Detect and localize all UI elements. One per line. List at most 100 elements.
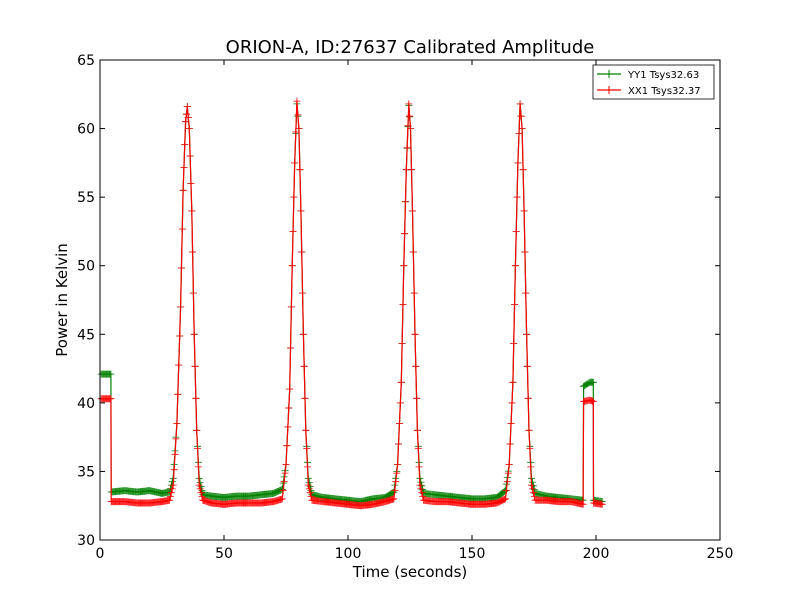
data-point — [296, 166, 304, 174]
data-point — [417, 485, 425, 493]
data-point — [408, 166, 415, 174]
y-tick-label: 45 — [77, 327, 95, 343]
data-point — [190, 330, 198, 338]
y-tick-label: 40 — [77, 396, 95, 412]
data-point — [529, 485, 536, 493]
y-tick-label: 55 — [77, 190, 95, 206]
x-tick-label: 200 — [583, 546, 610, 562]
data-point — [516, 100, 524, 108]
data-point — [282, 461, 290, 469]
data-point — [412, 362, 420, 370]
data-point — [301, 394, 309, 402]
axis-ticks: 0 50 100 150 200 250 30 35 40 45 50 55 60 65 — [77, 53, 733, 562]
x-axis-label: Time (seconds) — [352, 563, 468, 581]
data-point — [416, 481, 424, 489]
data-point — [182, 118, 190, 126]
data-point — [507, 419, 515, 427]
data-point — [195, 481, 203, 489]
data-point — [278, 485, 286, 493]
data-point — [530, 493, 538, 500]
data-point — [175, 361, 183, 369]
data-point — [293, 97, 301, 105]
data-point — [278, 495, 286, 503]
data-point — [280, 478, 288, 486]
data-point — [194, 445, 201, 453]
data-point — [518, 125, 526, 133]
data-point — [400, 262, 408, 270]
data-point — [511, 262, 519, 270]
data-point — [406, 112, 414, 120]
data-point — [166, 493, 174, 500]
data-point — [284, 423, 292, 431]
data-point — [281, 469, 289, 477]
data-point — [411, 330, 419, 338]
data-point — [394, 461, 402, 469]
data-point — [415, 463, 423, 471]
data-point — [291, 159, 299, 167]
data-point — [523, 330, 531, 338]
data-point — [299, 330, 307, 338]
data-point — [500, 496, 508, 504]
data-point — [513, 193, 521, 201]
legend-box — [592, 64, 715, 100]
data-point — [393, 469, 401, 477]
data-point — [417, 478, 425, 486]
y-tick-label: 50 — [77, 259, 95, 275]
data-point — [398, 339, 406, 347]
data-point — [183, 103, 191, 111]
data-point — [397, 378, 405, 386]
data-point — [419, 486, 427, 494]
data-point — [302, 426, 310, 434]
data-point — [287, 344, 294, 352]
data-point — [396, 419, 403, 427]
data-point — [504, 469, 512, 477]
data-point — [509, 378, 517, 386]
plot-frame — [99, 59, 721, 541]
data-point — [306, 489, 314, 497]
data-point — [169, 481, 177, 489]
data-point — [522, 289, 530, 297]
data-point — [304, 481, 312, 489]
x-tick-label: 0 — [96, 546, 105, 562]
data-point — [167, 489, 175, 497]
data-point — [524, 394, 532, 402]
x-tick-label: 50 — [215, 546, 233, 562]
data-point — [392, 478, 400, 486]
data-point — [177, 264, 185, 272]
data-point — [189, 289, 197, 297]
data-point — [273, 488, 280, 496]
legend-label: XX1 Tsys32.37 — [628, 86, 701, 97]
data-point — [176, 332, 184, 340]
data-point — [173, 419, 181, 427]
data-point — [189, 248, 197, 256]
data-point — [517, 112, 525, 120]
x-tick-label: 150 — [459, 546, 486, 562]
data-point — [409, 207, 416, 215]
legend-label: YY1 Tsys32.63 — [627, 70, 699, 81]
data-point — [178, 225, 186, 233]
data-point — [287, 303, 295, 311]
plot-area — [97, 97, 606, 510]
data-point — [502, 495, 509, 503]
legend: YY1 Tsys32.63 XX1 Tsys32.37 — [592, 64, 715, 100]
data-point — [515, 129, 523, 137]
data-point — [179, 186, 187, 194]
data-point — [193, 426, 201, 434]
data-point — [514, 159, 522, 167]
data-point — [525, 426, 533, 434]
data-point — [286, 385, 294, 393]
data-point — [399, 301, 407, 309]
legend-marker — [605, 86, 613, 94]
data-point — [298, 248, 306, 256]
data-point — [185, 125, 193, 133]
data-point — [512, 227, 520, 235]
series-markers — [97, 97, 606, 510]
data-point — [521, 248, 529, 256]
data-point — [295, 125, 303, 133]
data-point — [529, 478, 536, 486]
data-point — [410, 289, 418, 297]
data-point — [499, 496, 507, 504]
series-2 — [97, 97, 606, 510]
